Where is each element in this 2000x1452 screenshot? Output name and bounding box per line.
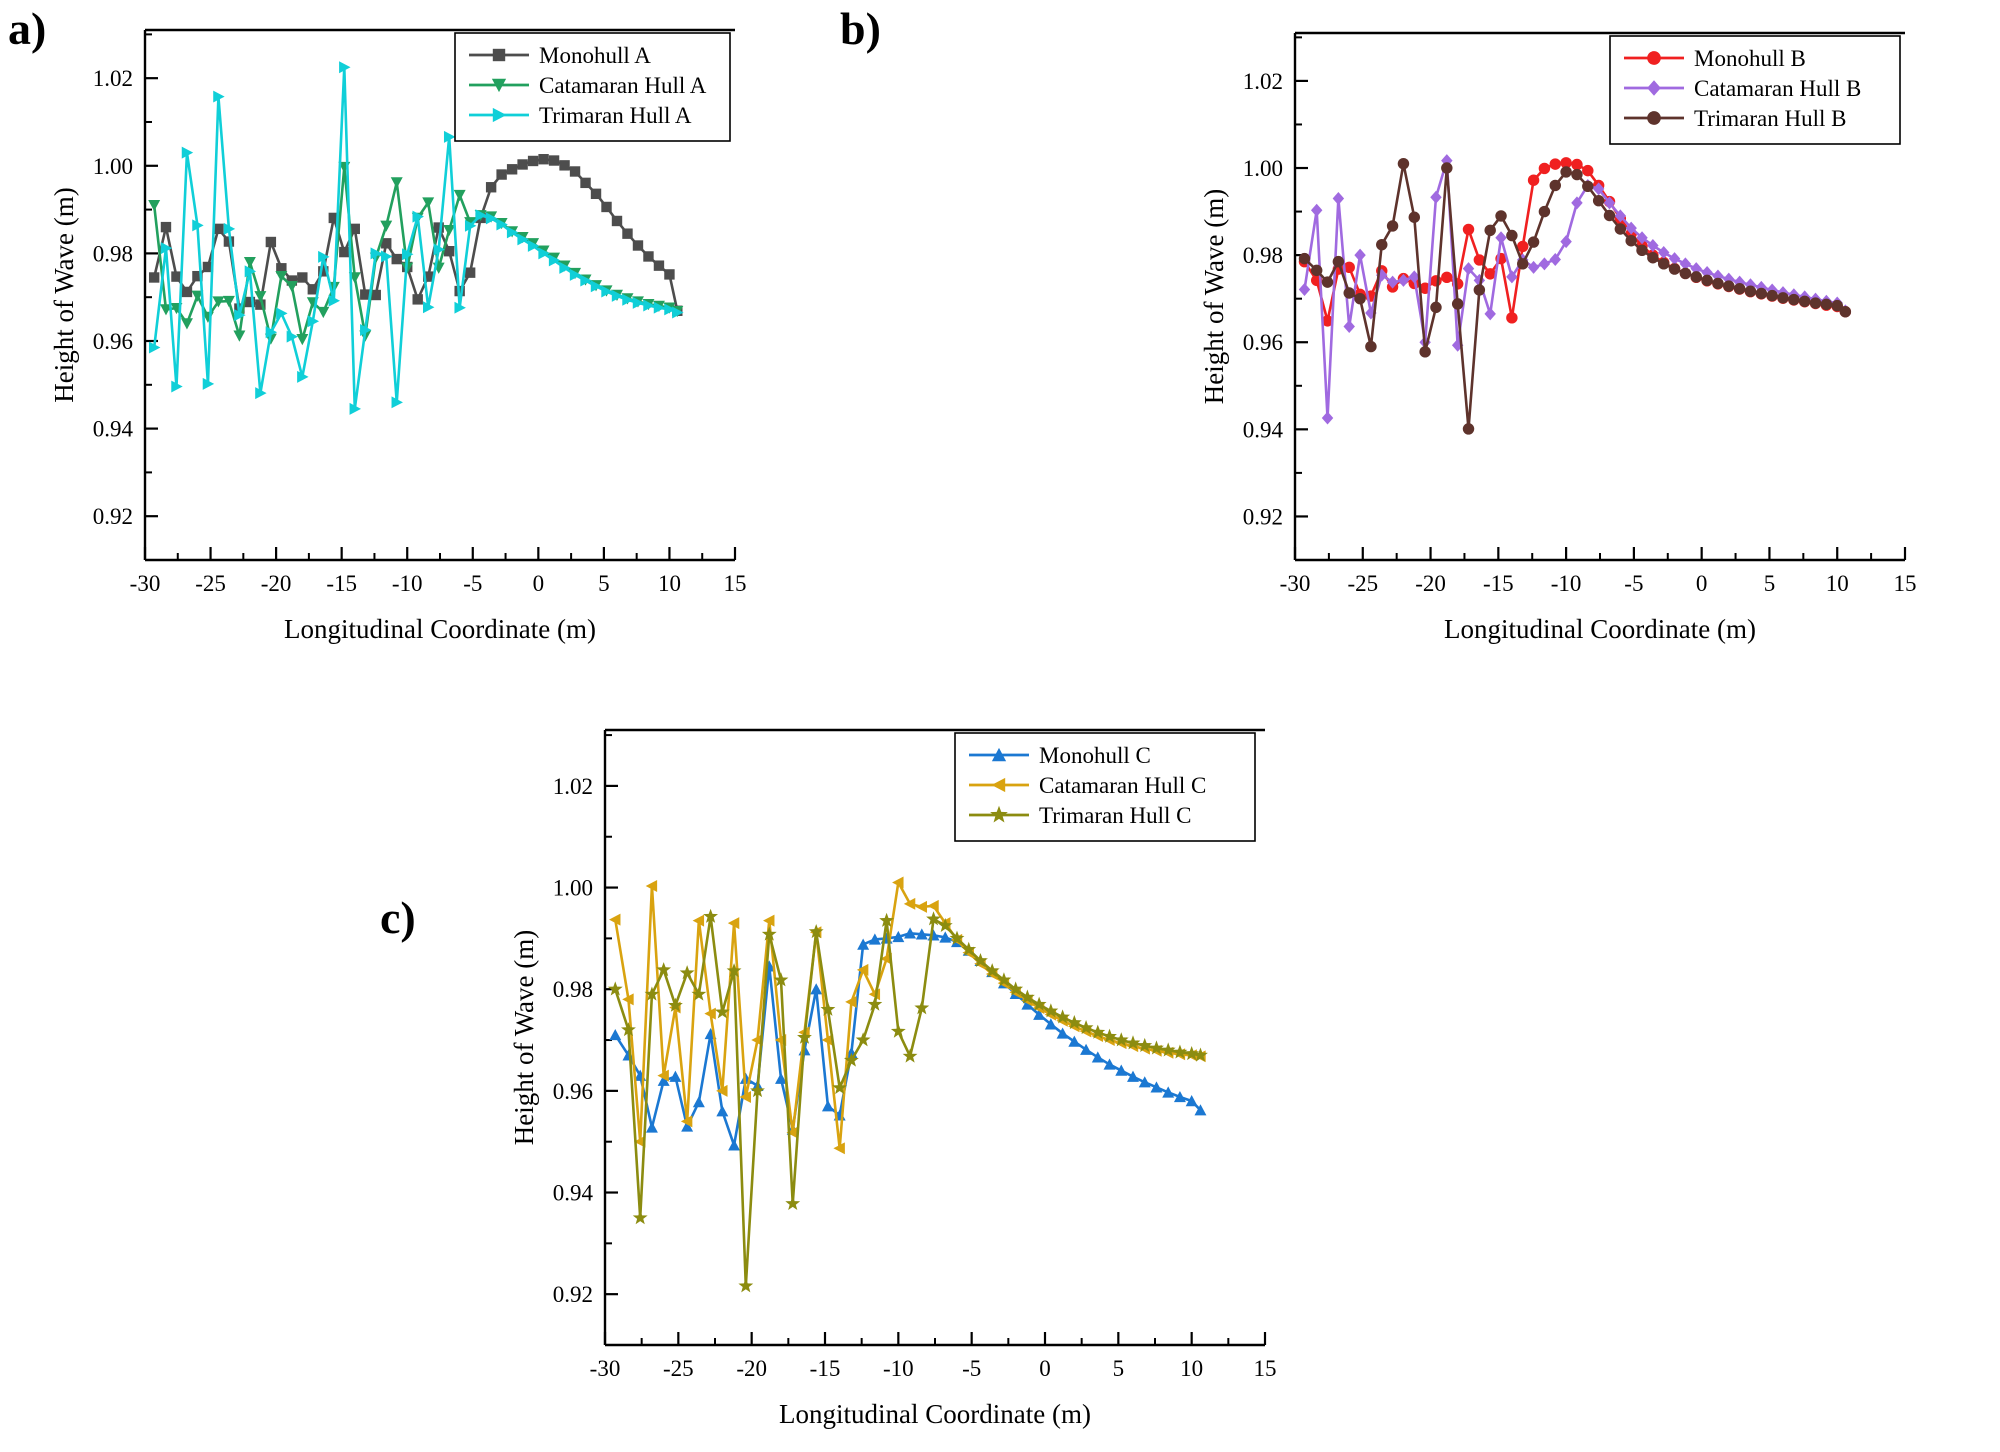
x-tick-label: -25 <box>195 571 226 596</box>
x-tick-label: 5 <box>1113 1356 1125 1381</box>
x-tick-label: -20 <box>736 1356 767 1381</box>
y-tick-label: 0.96 <box>1243 330 1283 355</box>
legend-label: Monohull B <box>1694 46 1806 71</box>
y-axis-title: Height of Wave (m) <box>509 930 539 1146</box>
panel-c: c) -30 -25 -20 -15 -10 -5 0 5 10 15 0.92 0.94 0.96 0.… <box>380 700 1340 1440</box>
x-tick-label: -25 <box>663 1356 694 1381</box>
x-tick-label: -20 <box>1415 571 1446 596</box>
x-tick-label: -30 <box>130 571 161 596</box>
series-3 <box>1298 157 1852 435</box>
panel-a-label: a) <box>8 3 47 54</box>
y-tick-label: 1.00 <box>93 154 133 179</box>
legend-label: Trimaran Hull B <box>1694 106 1847 131</box>
x-axis-ticks: -30 -25 -20 -15 -10 -5 0 5 10 15 <box>1280 547 1917 596</box>
x-tick-label: 15 <box>1894 571 1917 596</box>
legend-label: Monohull A <box>539 43 651 68</box>
x-tick-label: 15 <box>1254 1356 1277 1381</box>
axis-titles: Longitudinal Coordinate (m) Height of Wav… <box>509 930 1091 1429</box>
x-tick-label: 0 <box>533 571 545 596</box>
plot-area <box>607 876 1208 1293</box>
panel-c-label: c) <box>380 892 416 943</box>
x-tick-label: -10 <box>392 571 423 596</box>
panel-a: a) -30 -25 -20 -15 -10 -5 0 5 10 15 0.92 0.94 0.96 0.… <box>0 0 790 660</box>
y-tick-label: 0.96 <box>93 329 133 354</box>
y-tick-label: 1.02 <box>1243 69 1283 94</box>
y-axis-ticks: 0.92 0.94 0.96 0.98 1.00 1.02 <box>1243 36 1308 529</box>
panel-b-label: b) <box>840 3 881 54</box>
x-tick-label: -15 <box>810 1356 841 1381</box>
series-2 <box>148 161 684 346</box>
legend: Monohull A Catamaran Hull A Trimaran Hull … <box>454 32 731 142</box>
axis-titles: Longitudinal Coordinate (m) Height of Wav… <box>1199 189 1756 644</box>
chart-panel-a: -30 -25 -20 -15 -10 -5 0 5 10 15 0.92 0.94 0.96 0.98 1… <box>49 28 747 644</box>
x-tick-label: -30 <box>1280 571 1311 596</box>
y-tick-label: 0.94 <box>1243 417 1284 442</box>
legend: Monohull B Catamaran Hull B Trimaran Hull … <box>1609 35 1901 145</box>
legend: Monohull C Catamaran Hull C Trimaran Hull … <box>954 732 1256 842</box>
y-axis-title: Height of Wave (m) <box>49 187 79 403</box>
x-tick-label: -5 <box>962 1356 981 1381</box>
x-axis-title: Longitudinal Coordinate (m) <box>284 614 596 644</box>
x-tick-label: 10 <box>658 571 681 596</box>
x-tick-label: -25 <box>1347 571 1378 596</box>
axis-titles: Longitudinal Coordinate (m) Height of Wav… <box>49 187 596 644</box>
legend-label: Trimaran Hull A <box>539 103 692 128</box>
x-tick-label: -10 <box>883 1356 914 1381</box>
x-axis-title: Longitudinal Coordinate (m) <box>1444 614 1756 644</box>
x-tick-label: 0 <box>1696 571 1708 596</box>
x-tick-label: -20 <box>261 571 292 596</box>
legend-label: Catamaran Hull A <box>539 73 707 98</box>
x-tick-label: -10 <box>1551 571 1582 596</box>
x-tick-label: 5 <box>1764 571 1776 596</box>
series-3 <box>148 61 684 415</box>
series-3 <box>607 908 1208 1293</box>
y-tick-label: 0.92 <box>1243 504 1283 529</box>
y-tick-label: 0.98 <box>1243 243 1283 268</box>
y-tick-label: 0.98 <box>93 241 133 266</box>
chart-panel-c: -30 -25 -20 -15 -10 -5 0 5 10 15 0.92 0.94 0.96 0.98 1… <box>509 728 1277 1429</box>
x-tick-label: -15 <box>1483 571 1514 596</box>
x-tick-label: -5 <box>1624 571 1643 596</box>
y-tick-label: 0.98 <box>553 977 593 1002</box>
y-tick-label: 1.00 <box>553 876 593 901</box>
y-tick-label: 0.92 <box>553 1282 593 1307</box>
x-tick-label: 10 <box>1180 1356 1203 1381</box>
y-tick-label: 1.00 <box>1243 156 1283 181</box>
x-tick-label: 15 <box>724 571 747 596</box>
y-tick-label: 0.92 <box>93 504 133 529</box>
panel-b: b) -30 -25 -20 -15 -10 -5 0 5 10 15 0.92 0.94 0.96 0.… <box>840 0 2000 660</box>
y-axis-title: Height of Wave (m) <box>1199 189 1229 405</box>
y-tick-label: 1.02 <box>553 774 593 799</box>
series-2 <box>609 876 1206 1155</box>
x-axis-title: Longitudinal Coordinate (m) <box>779 1399 1091 1429</box>
plot-area <box>148 61 684 415</box>
plot-area <box>1298 154 1852 435</box>
x-tick-label: 5 <box>598 571 610 596</box>
chart-panel-b: -30 -25 -20 -15 -10 -5 0 5 10 15 0.92 0.94 0.96 0.98 1… <box>1199 31 1917 644</box>
y-tick-label: 0.96 <box>553 1079 593 1104</box>
x-tick-label: -15 <box>326 571 357 596</box>
legend-label: Monohull C <box>1039 743 1151 768</box>
y-axis-ticks: 0.92 0.94 0.96 0.98 1.00 1.02 <box>93 33 158 529</box>
y-tick-label: 1.02 <box>93 66 133 91</box>
x-tick-label: -5 <box>463 571 482 596</box>
y-tick-label: 0.94 <box>93 417 134 442</box>
x-tick-label: 0 <box>1039 1356 1051 1381</box>
legend-label: Catamaran Hull B <box>1694 76 1861 101</box>
x-axis-ticks: -30 -25 -20 -15 -10 -5 0 5 10 15 <box>590 1332 1277 1381</box>
legend-label: Catamaran Hull C <box>1039 773 1206 798</box>
x-axis-ticks: -30 -25 -20 -15 -10 -5 0 5 10 15 <box>130 547 747 596</box>
y-tick-label: 0.94 <box>553 1181 594 1206</box>
y-axis-ticks: 0.92 0.94 0.96 0.98 1.00 1.02 <box>553 734 618 1307</box>
x-tick-label: -30 <box>590 1356 621 1381</box>
legend-label: Trimaran Hull C <box>1039 803 1192 828</box>
series-2 <box>1298 154 1852 425</box>
x-tick-label: 10 <box>1826 571 1849 596</box>
